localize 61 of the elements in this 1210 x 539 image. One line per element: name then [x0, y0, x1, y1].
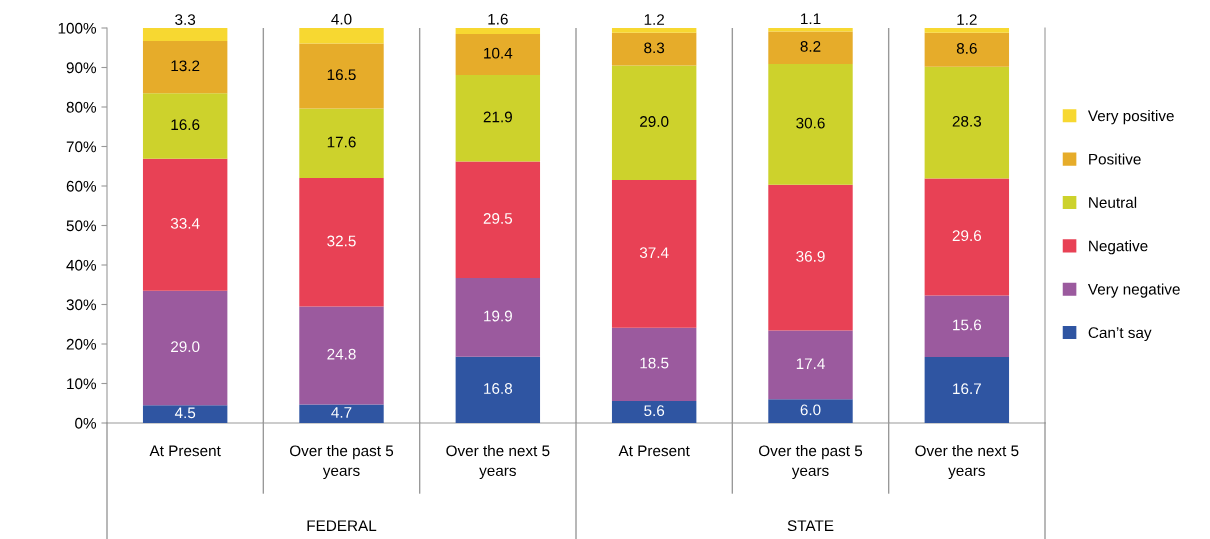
data-label: 4.0	[331, 13, 352, 25]
legend-label: Neutral	[1089, 196, 1137, 208]
data-label: 6.0	[800, 404, 821, 416]
data-label: 3.3	[175, 14, 196, 25]
y-tick-label: 70%	[66, 141, 97, 153]
text: FEDERAL	[307, 520, 377, 531]
data-label: 15.6	[953, 319, 982, 331]
data-label: 36.9	[796, 250, 825, 262]
x-tick-label: At Present	[149, 445, 221, 457]
y-tick-label: 30%	[66, 299, 97, 311]
data-label: 32.5	[327, 235, 356, 247]
data-label: 8.3	[644, 42, 665, 54]
legend-label: Negative	[1089, 240, 1148, 255]
data-label: 1.6	[488, 13, 508, 25]
data-label: 29.6	[952, 230, 982, 242]
data-label: 1.2	[957, 14, 977, 25]
data-label: 37.4	[639, 247, 669, 259]
y-tick-label: 80%	[66, 101, 97, 113]
y-tick-label: 10%	[67, 378, 97, 390]
data-label: 1.2	[644, 14, 665, 25]
legend-label: Can’t say	[1088, 327, 1152, 342]
data-label: 29.0	[640, 116, 669, 127]
y-tick-label: 40%	[66, 259, 97, 271]
data-label: 28.3	[952, 115, 982, 127]
data-label: 17.6	[327, 136, 356, 148]
data-label: 1.1	[801, 13, 821, 25]
x-tick-label: At Present	[618, 445, 690, 457]
y-tick-label: 0%	[75, 417, 97, 429]
legend-label: Very negative	[1087, 283, 1180, 298]
data-label: 18.5	[640, 357, 669, 369]
data-label: 21.9	[483, 111, 512, 123]
data-label: 5.6	[644, 405, 665, 417]
y-tick-label: 50%	[66, 220, 97, 232]
data-label: 8.2	[800, 41, 821, 52]
data-label: 16.5	[327, 69, 356, 81]
data-label: 4.5	[174, 407, 196, 419]
data-label: 19.9	[484, 310, 512, 322]
data-label: 16.6	[171, 119, 200, 131]
data-label: 33.4	[170, 217, 200, 229]
data-label: 29.5	[483, 213, 513, 224]
data-label: 30.6	[796, 117, 825, 129]
legend-label: Very positive	[1087, 110, 1174, 125]
data-label: 16.8	[484, 383, 513, 394]
x-tick-label: Over the past 5 years	[290, 445, 394, 480]
data-label: 17.4	[796, 358, 825, 369]
legend-label: Positive	[1089, 153, 1141, 165]
data-label: 8.6	[956, 43, 977, 54]
data-label: 10.4	[484, 47, 513, 59]
y-tick-label: 20%	[66, 338, 97, 350]
data-label: 29.0	[171, 341, 200, 353]
x-tick-label: Over the next 5 years	[446, 445, 550, 480]
data-label: 13.2	[171, 60, 200, 72]
data-label: 16.7	[953, 383, 981, 395]
y-tick-label: 60%	[66, 180, 97, 192]
y-tick-label: 90%	[66, 62, 97, 74]
x-tick-label: Over the past 5 years	[759, 445, 863, 480]
x-tick-label: Over the next 5 years	[915, 445, 1019, 480]
y-tick-label: 100%	[58, 22, 97, 34]
data-label: 24.8	[327, 348, 356, 360]
text: STATE	[787, 520, 834, 532]
data-label: 4.7	[331, 407, 352, 418]
